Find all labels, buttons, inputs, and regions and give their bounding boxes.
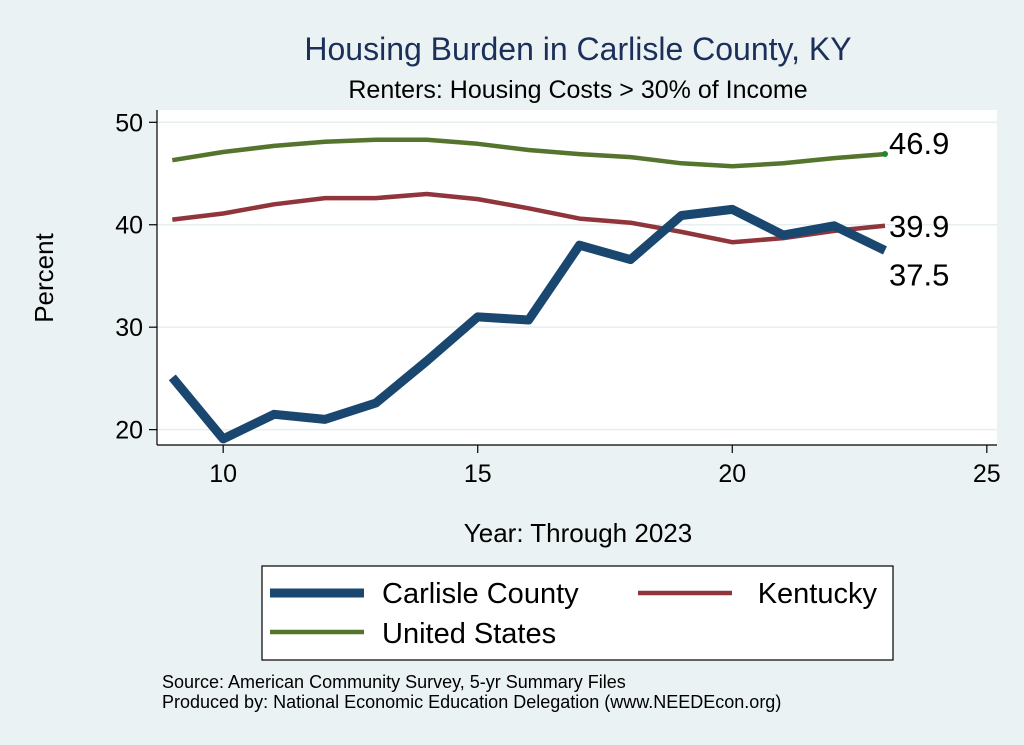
- source-note: Source: American Community Survey, 5-yr …: [162, 672, 626, 692]
- y-tick-label: 20: [115, 417, 143, 445]
- plot-area: [157, 110, 997, 445]
- legend-label-carlisle-county: Carlisle County: [382, 578, 579, 610]
- end-label-united-states: 46.9: [889, 126, 949, 161]
- x-tick-label: 15: [464, 460, 492, 488]
- chart-title: Housing Burden in Carlisle County, KY: [304, 31, 851, 67]
- produced-by-note: Produced by: National Economic Education…: [162, 692, 781, 712]
- y-tick-label: 30: [115, 314, 143, 342]
- y-axis-label: Percent: [29, 232, 59, 322]
- x-tick-label: 20: [718, 460, 746, 488]
- x-axis-label: Year: Through 2023: [464, 518, 692, 548]
- legend-label-united-states: United States: [382, 618, 556, 650]
- y-axis-ticks: 20 30 40 50: [115, 109, 157, 445]
- end-label-kentucky: 39.9: [889, 209, 949, 244]
- series-line-kentucky: [172, 191, 886, 245]
- end-label-carlisle-county: 37.5: [889, 257, 949, 292]
- legend: Carlisle County Kentucky United States: [270, 578, 877, 650]
- series-line-united-states: [171, 137, 886, 169]
- gridlines: [157, 121, 997, 431]
- legend-box: [261, 565, 894, 661]
- end-labels: 37.5 39.9 46.9: [889, 126, 949, 292]
- x-tick-label: 10: [209, 460, 237, 488]
- y-tick-label: 50: [115, 109, 143, 137]
- legend-label-kentucky: Kentucky: [758, 578, 878, 610]
- united-states-end-point: [882, 151, 888, 158]
- x-axis-ticks: 10 15 20 25: [209, 445, 1001, 488]
- chart-subtitle: Renters: Housing Costs > 30% of Income: [348, 76, 807, 104]
- x-tick-label: 25: [973, 460, 1001, 488]
- y-tick-label: 40: [115, 212, 143, 240]
- series-lines: [168, 137, 888, 444]
- series-line-carlisle-county: [168, 204, 887, 444]
